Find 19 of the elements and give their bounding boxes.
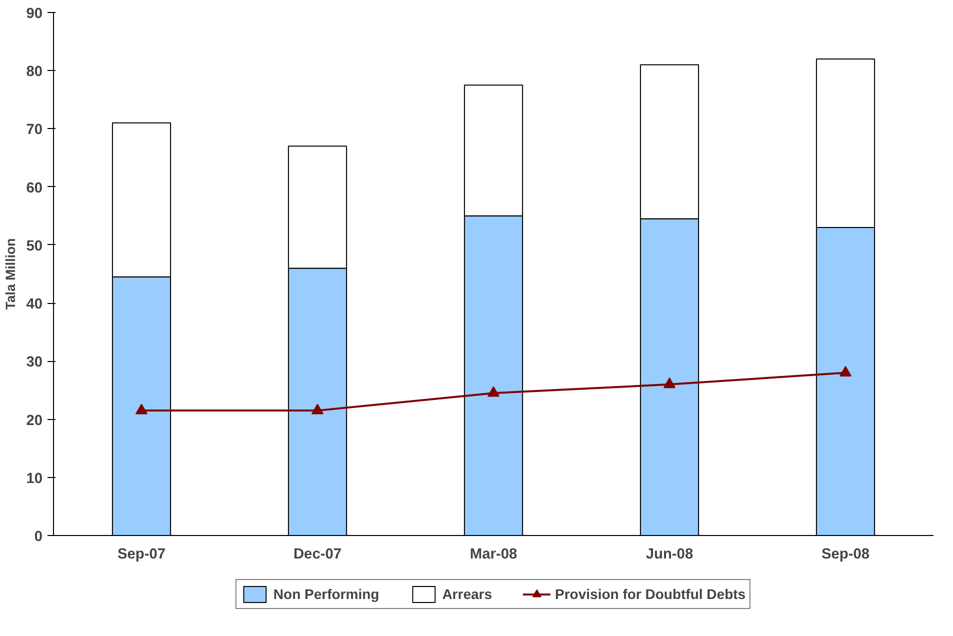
- x-tick-label: Mar-08: [470, 546, 518, 562]
- y-tick-label: 0: [34, 529, 43, 545]
- y-tick-label: 10: [26, 470, 43, 487]
- x-tick-label: Sep-08: [821, 546, 870, 562]
- legend-label: Arrears: [442, 586, 492, 602]
- y-tick-label: 70: [26, 122, 43, 138]
- legend-label: Non Performing: [273, 586, 380, 602]
- y-tick-label: 50: [26, 238, 43, 254]
- y-tick-label: 80: [26, 64, 43, 80]
- y-tick-label: 40: [26, 296, 43, 313]
- y-tick-label: 30: [26, 354, 43, 371]
- x-tick-label: Sep-07: [117, 546, 166, 562]
- x-tick-label: Dec-07: [293, 546, 342, 562]
- x-tick-label: Jun-08: [646, 546, 694, 562]
- y-tick-label: 20: [26, 412, 43, 429]
- y-tick-label: 60: [26, 180, 43, 196]
- legend-label: Provision for Doubtful Debts: [555, 586, 746, 602]
- y-tick-label: 90: [26, 6, 43, 22]
- y-axis-title: Tala Million: [3, 238, 18, 310]
